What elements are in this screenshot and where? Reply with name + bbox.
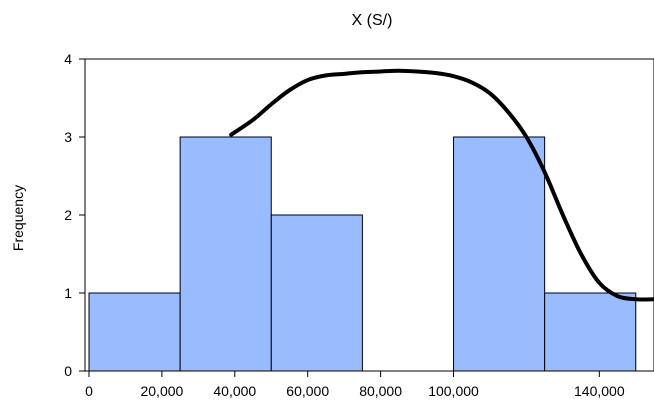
histogram-bar-2 [179,136,272,372]
x-axis: 0 20,000 40,000 60,000 80,000 100,000 140,000 [85,371,625,399]
y-tick-label-1: 1 [64,285,72,301]
x-tick-label-4: 80,000 [359,383,402,399]
x-tick-label-5: 100,000 [428,383,479,399]
density-curve [229,68,654,302]
bars-layer [88,136,637,372]
histogram-bar-6 [544,292,637,372]
x-tick-label-0: 0 [85,383,93,399]
y-axis: 0 1 2 3 4 [64,51,85,379]
y-tick-label-4: 4 [64,51,72,67]
x-tick-label-6: 140,000 [574,383,625,399]
y-axis-label: Frequency [10,185,26,251]
histogram-bar-1 [88,292,181,372]
y-tick-label-0: 0 [64,363,72,379]
histogram-bar-3 [270,214,363,372]
x-tick-label-1: 20,000 [140,383,183,399]
y-tick-label-2: 2 [64,207,72,223]
histogram-bar-5 [453,136,546,372]
y-tick-label-3: 3 [64,129,72,145]
x-tick-label-2: 40,000 [213,383,256,399]
x-tick-label-3: 60,000 [286,383,329,399]
chart-title: X (S/) [352,12,393,29]
